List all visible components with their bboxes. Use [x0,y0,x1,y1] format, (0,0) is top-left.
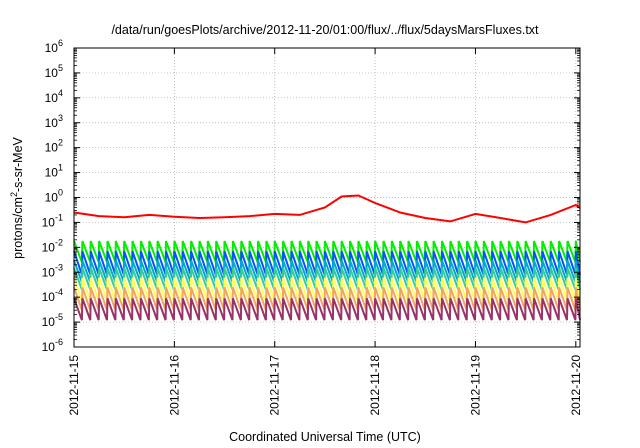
x-axis-title: Coordinated Universal Time (UTC) [229,430,421,444]
series-line [73,240,581,263]
series-line [73,260,581,283]
x-tick-label: 2012-11-15 [67,355,81,416]
y-tick-label: 10-1 [42,212,63,229]
series-layer [73,194,581,321]
y-tick-label: 10-5 [42,312,63,329]
y-tick-label: 103 [45,113,63,130]
ticks: 10-6 10-5 10-4 10-3 10-2 10-1 100 101 102 103 104 1… [42,38,583,416]
x-tick-label: 2012-11-17 [268,355,282,416]
y-tick-label: 105 [45,63,63,80]
y-tick-label: 10-3 [42,262,63,279]
x-tick-label: 2012-11-19 [468,355,482,416]
y-tick-label: 100 [45,188,63,205]
y-tick-label: 10-4 [42,287,63,304]
x-tick-label: 2012-11-20 [569,355,583,416]
y-tick-label: 10-2 [42,237,63,254]
y-tick-label: 102 [45,138,63,155]
chart-title: /data/run/goesPlots/archive/2012-11-20/0… [111,23,539,37]
y-axis-title: protons/cm2-s-sr-MeV [9,136,25,258]
series-line [73,267,581,291]
series-line [73,286,581,311]
y-tick-label: 101 [45,163,63,180]
series-line [73,194,581,224]
y-tick-label: 10-6 [42,337,63,354]
y-tick-label: 104 [45,88,63,105]
x-tick-label: 2012-11-16 [167,355,181,416]
series-line [73,297,581,321]
series-line [73,250,581,276]
y-tick-label: 106 [45,38,63,55]
x-tick-label: 2012-11-18 [368,355,382,416]
series-line [73,277,581,302]
